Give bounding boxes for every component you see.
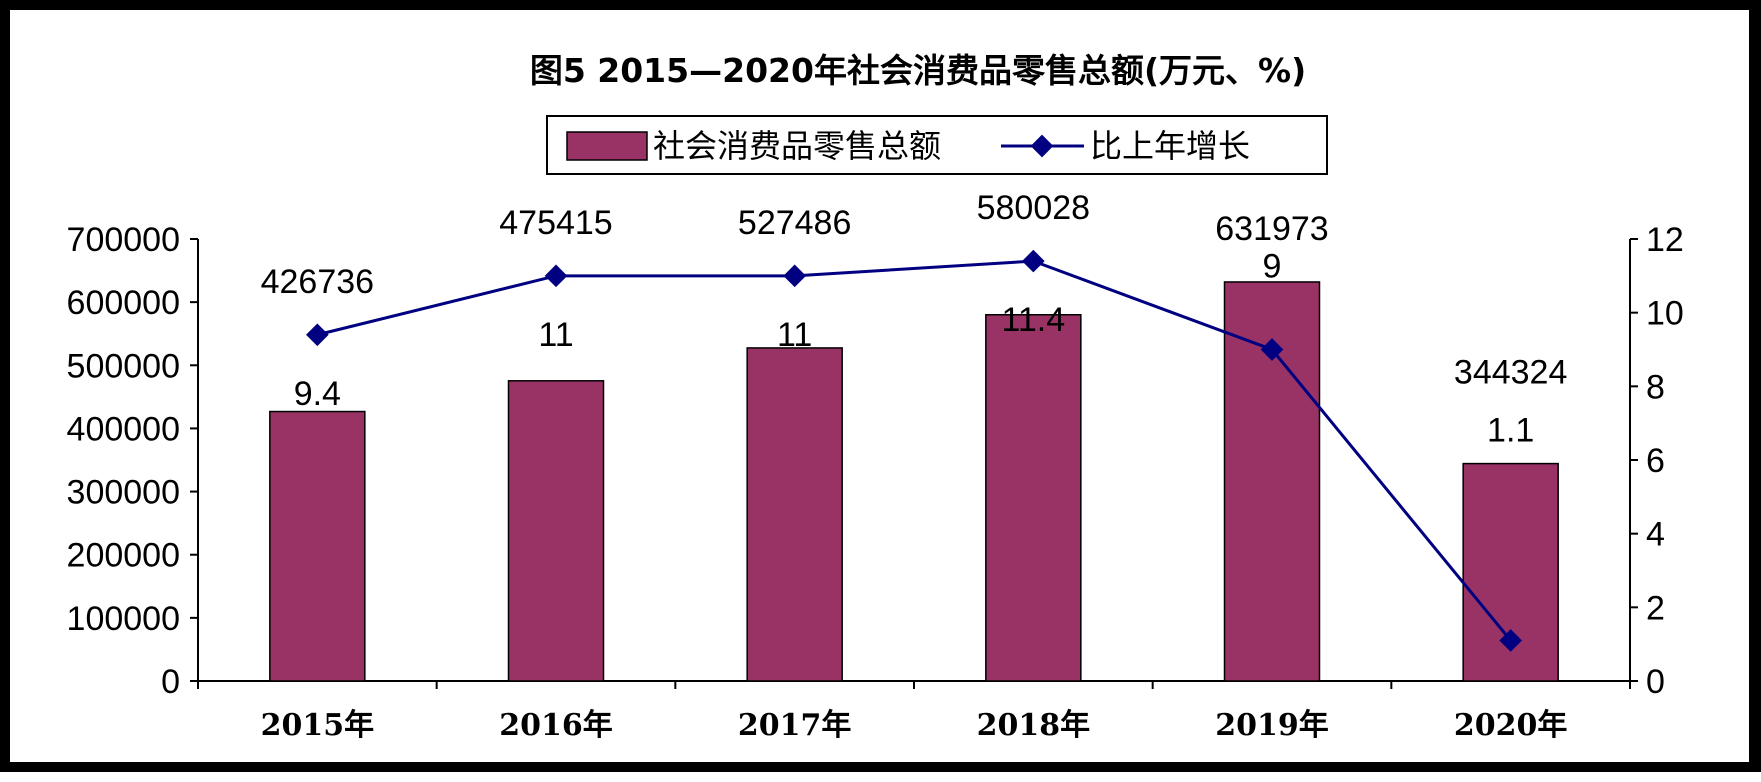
axes: 0 100000 200000 300000 400000 500000 600000 700… bbox=[67, 221, 1684, 743]
left-tick-label: 500000 bbox=[67, 347, 180, 385]
bar-value-label: 344324 bbox=[1454, 354, 1567, 392]
x-category-label: 2016年 bbox=[499, 708, 613, 743]
line-value-label: 1.1 bbox=[1487, 412, 1534, 450]
left-tick-label: 400000 bbox=[67, 410, 180, 448]
line-point bbox=[1499, 629, 1522, 652]
right-tick-label: 2 bbox=[1646, 589, 1665, 627]
left-tick-label: 700000 bbox=[67, 221, 180, 259]
left-tick-label: 300000 bbox=[67, 474, 180, 512]
bar-value-label: 527486 bbox=[738, 204, 851, 242]
left-tick-label: 100000 bbox=[67, 600, 180, 638]
bar bbox=[746, 347, 843, 682]
legend-bar-label: 社会消费品零售总额 bbox=[653, 127, 941, 165]
x-category-label: 2019年 bbox=[1215, 708, 1329, 743]
left-tick-label: 600000 bbox=[67, 284, 180, 322]
legend: 社会消费品零售总额 比上年增长 bbox=[546, 115, 1328, 175]
x-category-label: 2020年 bbox=[1454, 708, 1568, 743]
growth-line bbox=[306, 249, 1522, 652]
right-tick-label: 0 bbox=[1646, 663, 1665, 701]
left-tick-label: 200000 bbox=[67, 537, 180, 575]
bar-value-label: 631973 bbox=[1215, 210, 1328, 248]
bar bbox=[985, 314, 1082, 682]
line-value-label: 11.4 bbox=[1002, 301, 1066, 339]
legend-box bbox=[546, 115, 1328, 175]
x-category-label: 2018年 bbox=[977, 708, 1091, 743]
chart-title: 图5 2015—2020年社会消费品零售总额(万元、%) bbox=[530, 51, 1306, 90]
bar bbox=[269, 410, 366, 682]
x-category-label: 2015年 bbox=[261, 708, 375, 743]
line-point bbox=[1260, 338, 1284, 361]
right-tick-label: 10 bbox=[1646, 295, 1684, 333]
line-point bbox=[1022, 249, 1045, 273]
bar-value-label: 475415 bbox=[499, 204, 612, 242]
line-point bbox=[783, 264, 806, 288]
bar-value-label: 426736 bbox=[261, 263, 374, 301]
line-point bbox=[544, 264, 568, 288]
line-value-label: 9.4 bbox=[294, 375, 341, 413]
left-tick-label: 0 bbox=[161, 663, 180, 701]
right-tick-label: 8 bbox=[1646, 368, 1665, 406]
bars bbox=[269, 281, 1559, 682]
line-value-label: 11 bbox=[538, 316, 573, 354]
legend-line-label: 比上年增长 bbox=[1090, 127, 1250, 165]
right-tick-label: 12 bbox=[1646, 221, 1684, 259]
line-value-label: 9 bbox=[1263, 248, 1282, 286]
right-tick-label: 6 bbox=[1646, 442, 1665, 480]
growth-line-path bbox=[316, 259, 1512, 642]
bar bbox=[507, 380, 605, 682]
data-labels: 426736 475415 527486 580028 631973 344324 9.4 1… bbox=[261, 189, 1568, 449]
line-point bbox=[306, 323, 329, 347]
bar-value-label: 580028 bbox=[977, 189, 1090, 227]
legend-bar-swatch bbox=[566, 131, 648, 161]
x-category-label: 2017年 bbox=[738, 708, 852, 743]
chart: 图5 2015—2020年社会消费品零售总额(万元、%) 社会消费品零售总额 比… bbox=[67, 51, 1684, 743]
line-value-label: 11 bbox=[777, 316, 812, 354]
right-tick-label: 4 bbox=[1646, 516, 1665, 554]
